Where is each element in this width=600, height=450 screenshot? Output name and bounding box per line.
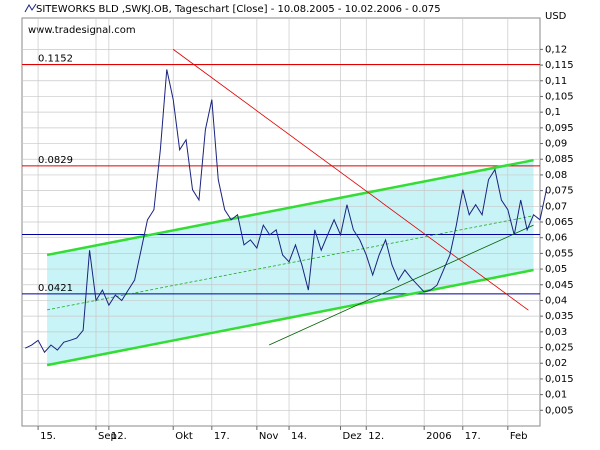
trend-line [172, 49, 529, 311]
chart-subtitle: www.tradesignal.com [28, 25, 136, 36]
y-tick-label: 0,115 [545, 60, 574, 71]
y-tick-label: 0,02 [545, 358, 567, 369]
y-tick-label: 0,04 [545, 295, 567, 306]
y-axis-label: USD [545, 11, 567, 22]
y-tick-label: 0,11 [545, 76, 567, 87]
x-tick-label: Sep [98, 431, 117, 442]
y-tick-label: 0,07 [545, 201, 567, 212]
channel-lower [46, 268, 534, 367]
x-tick-label: Nov [259, 431, 279, 442]
y-tick-label: 0,105 [545, 91, 574, 102]
y-tick-label: 0,09 [545, 139, 567, 150]
x-tick-label: 12. [111, 431, 127, 442]
title-icon [24, 3, 37, 13]
y-tick-label: 0,005 [545, 405, 574, 416]
x-tick-label: 17. [465, 431, 481, 442]
y-tick-label: 0,08 [545, 170, 567, 181]
price-line [24, 69, 547, 354]
channel-middle [47, 215, 534, 311]
y-tick-label: 0,075 [545, 186, 574, 197]
x-tick-label: Dez [343, 431, 362, 442]
x-tick-label: 17. [214, 431, 230, 442]
y-tick-label: 0,015 [545, 374, 574, 385]
plot-layer: 0,005 0,01 0,015 0,02 0,025 0,03 0,035 0,04 0,04… [22, 3, 574, 442]
x-tick-label: 15. [40, 431, 56, 442]
y-tick-label: 0,035 [545, 311, 574, 322]
y-tick-label: 0,01 [545, 390, 567, 401]
x-tick-label: Feb [510, 431, 528, 442]
y-tick-label: 0,03 [545, 327, 567, 338]
x-tick-label: Okt [175, 431, 193, 442]
chart-title: SITEWORKS BLD ,SWKJ.OB, Tageschart [Clos… [36, 4, 441, 15]
y-tick-label: 0,12 [545, 44, 567, 55]
y-tick-label: 0,06 [545, 233, 567, 244]
y-tick-label: 0,1 [545, 107, 561, 118]
y-tick-label: 0,085 [545, 154, 574, 165]
y-tick-label: 0,055 [545, 248, 574, 259]
y-tick-label: 0,095 [545, 123, 574, 134]
y-tick-label: 0,065 [545, 217, 574, 228]
level-label: 0.0421 [38, 283, 73, 294]
y-tick-label: 0,025 [545, 343, 574, 354]
x-tick-label: 12. [368, 431, 384, 442]
trend-line [268, 224, 534, 346]
level-label: 0.1152 [38, 53, 73, 64]
y-tick-label: 0,045 [545, 280, 574, 291]
y-tick-label: 0,05 [545, 264, 567, 275]
x-tick-label: 2006 [426, 431, 451, 442]
level-label: 0.0829 [38, 155, 73, 166]
channel-upper [46, 158, 534, 257]
x-tick-label: 14. [291, 431, 307, 442]
